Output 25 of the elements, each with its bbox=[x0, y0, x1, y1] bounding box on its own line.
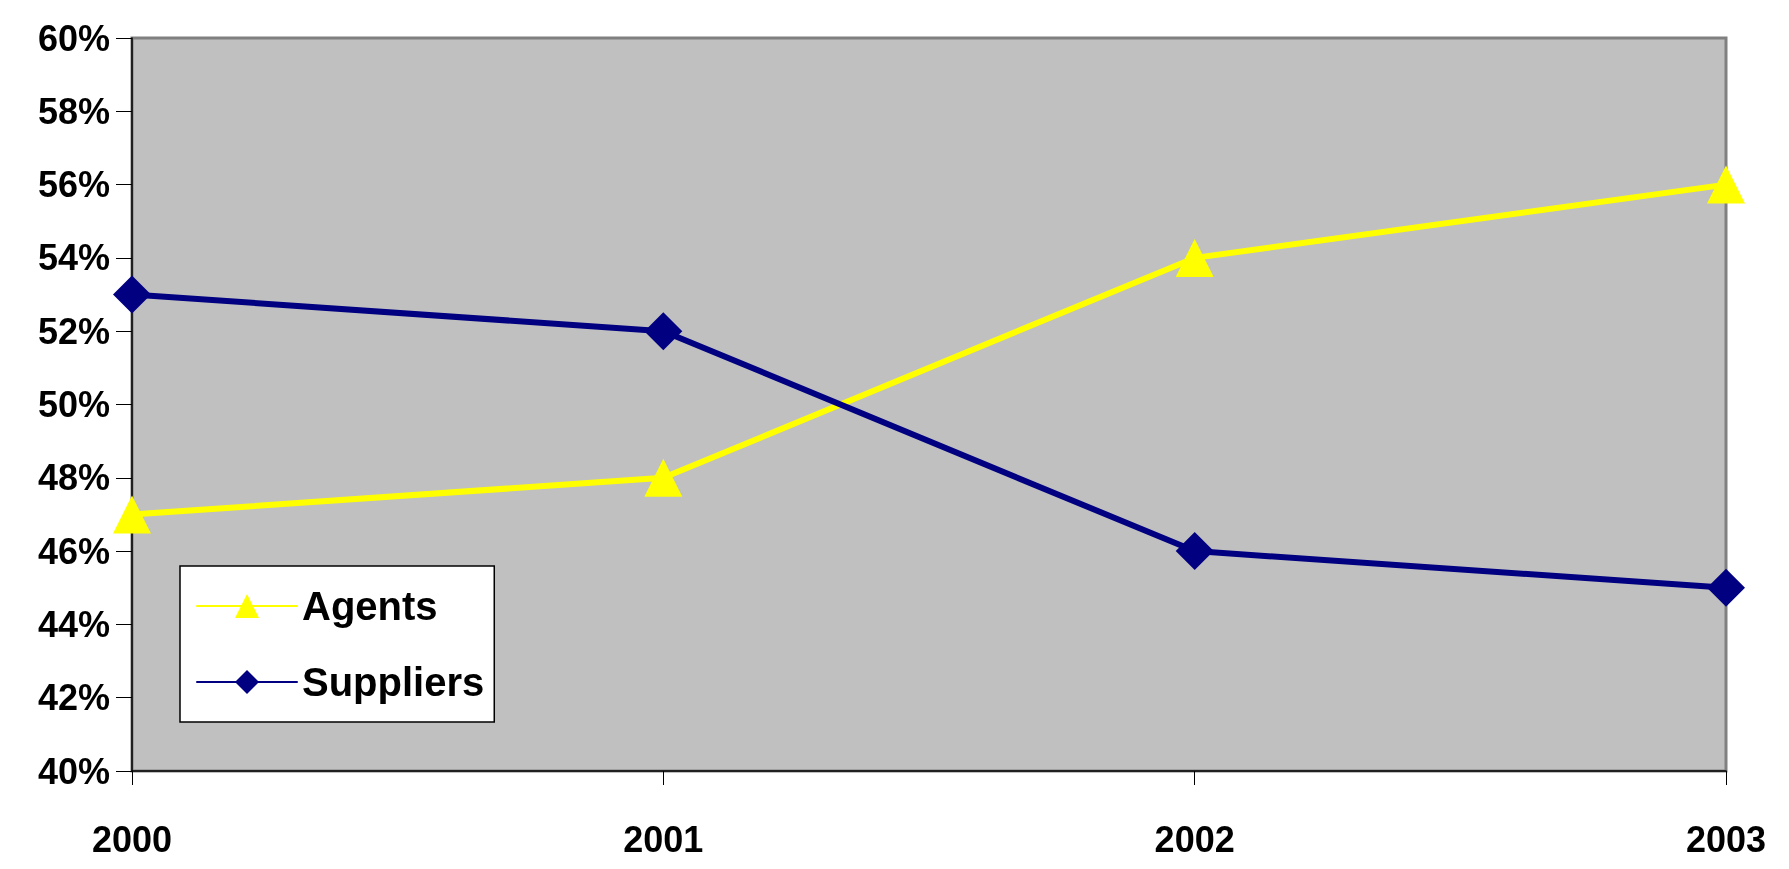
legend-label: Agents bbox=[302, 584, 438, 628]
legend-label: Suppliers bbox=[302, 660, 485, 704]
x-tick-label: 2001 bbox=[623, 818, 704, 860]
point bbox=[644, 312, 683, 351]
y-tick-label: 46% bbox=[37, 530, 110, 572]
y-tick-label: 50% bbox=[37, 384, 110, 425]
x-tick-label: 2003 bbox=[1685, 818, 1767, 860]
y-tick-label: 54% bbox=[37, 237, 110, 279]
y-tick-label: 58% bbox=[37, 90, 110, 132]
point bbox=[1175, 238, 1214, 277]
y-tick-label: 52% bbox=[37, 310, 110, 352]
x-tick-label: 2000 bbox=[91, 818, 173, 860]
y-tick-label: 44% bbox=[37, 603, 110, 645]
point bbox=[644, 458, 683, 497]
point bbox=[113, 275, 151, 314]
y-tick-label: 42% bbox=[37, 677, 110, 719]
y-tick-label: 56% bbox=[37, 164, 110, 206]
y-tick-label: 40% bbox=[37, 750, 110, 792]
point bbox=[1707, 165, 1745, 204]
x-tick-label: 2002 bbox=[1154, 818, 1235, 860]
y-tick-label: 60% bbox=[37, 17, 110, 59]
point bbox=[113, 495, 151, 534]
point bbox=[1707, 568, 1745, 607]
point bbox=[1175, 532, 1214, 571]
y-tick-label: 48% bbox=[37, 457, 110, 499]
